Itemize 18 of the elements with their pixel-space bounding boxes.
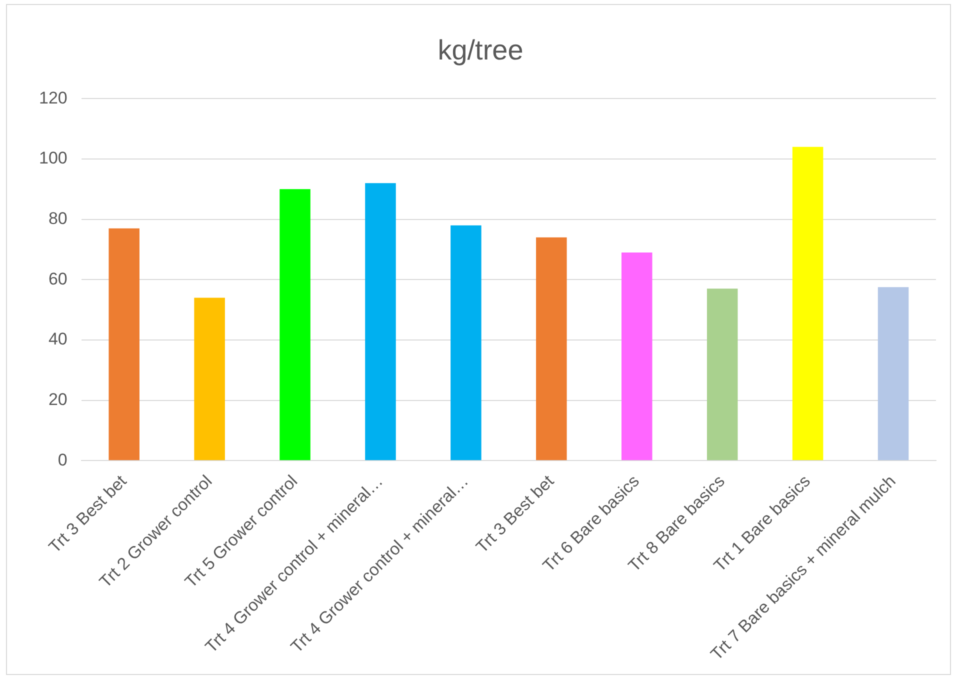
chart-title: kg/tree xyxy=(438,34,524,66)
bar xyxy=(536,237,567,460)
bar xyxy=(621,252,652,460)
bar xyxy=(792,146,824,460)
y-tick-label: 0 xyxy=(58,450,68,470)
y-tick-label: 120 xyxy=(38,88,68,108)
bar xyxy=(706,288,738,460)
y-tick-label: 100 xyxy=(38,148,68,168)
bar xyxy=(878,287,909,460)
bar xyxy=(450,225,482,460)
y-tick-label: 20 xyxy=(48,390,68,409)
y-tick-label: 80 xyxy=(48,208,68,228)
y-tick-label: 40 xyxy=(48,330,68,349)
y-tick-label: 60 xyxy=(48,269,68,288)
bar xyxy=(194,298,225,460)
bar xyxy=(365,183,396,460)
bar xyxy=(280,189,310,460)
bar xyxy=(108,228,140,460)
